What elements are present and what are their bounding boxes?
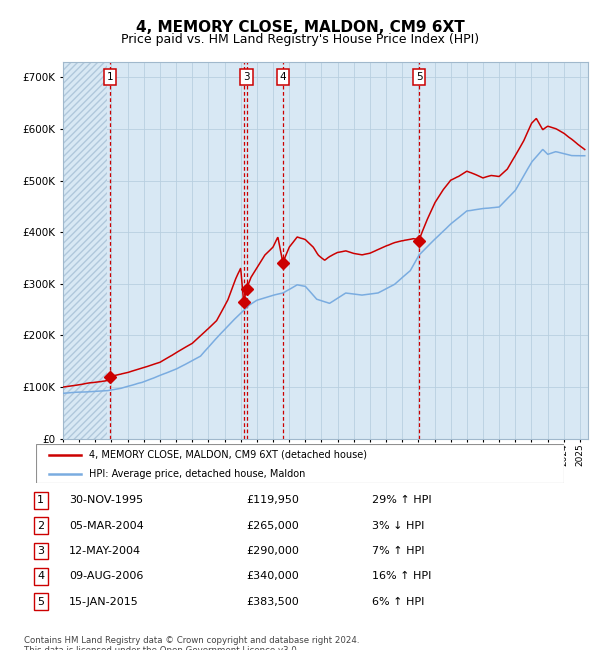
Text: Price paid vs. HM Land Registry's House Price Index (HPI): Price paid vs. HM Land Registry's House …: [121, 32, 479, 46]
Text: 12-MAY-2004: 12-MAY-2004: [69, 546, 141, 556]
Text: 5: 5: [416, 72, 422, 83]
Text: 3% ↓ HPI: 3% ↓ HPI: [372, 521, 424, 530]
Text: £290,000: £290,000: [246, 546, 299, 556]
Text: 7% ↑ HPI: 7% ↑ HPI: [372, 546, 425, 556]
Text: 4: 4: [37, 571, 44, 581]
Text: £340,000: £340,000: [246, 571, 299, 581]
Text: 4: 4: [280, 72, 286, 83]
Text: 4, MEMORY CLOSE, MALDON, CM9 6XT (detached house): 4, MEMORY CLOSE, MALDON, CM9 6XT (detach…: [89, 450, 367, 460]
Text: 3: 3: [244, 72, 250, 83]
Bar: [63, 62, 107, 439]
Text: 15-JAN-2015: 15-JAN-2015: [69, 597, 139, 606]
Text: 29% ↑ HPI: 29% ↑ HPI: [372, 495, 431, 505]
Text: Contains HM Land Registry data © Crown copyright and database right 2024.
This d: Contains HM Land Registry data © Crown c…: [24, 636, 359, 650]
Text: 30-NOV-1995: 30-NOV-1995: [69, 495, 143, 505]
Text: 05-MAR-2004: 05-MAR-2004: [69, 521, 144, 530]
Text: 3: 3: [37, 546, 44, 556]
Text: 4, MEMORY CLOSE, MALDON, CM9 6XT: 4, MEMORY CLOSE, MALDON, CM9 6XT: [136, 20, 464, 34]
Text: £265,000: £265,000: [246, 521, 299, 530]
FancyBboxPatch shape: [36, 444, 564, 483]
Text: HPI: Average price, detached house, Maldon: HPI: Average price, detached house, Mald…: [89, 469, 305, 478]
Text: 2: 2: [37, 521, 44, 530]
Text: 16% ↑ HPI: 16% ↑ HPI: [372, 571, 431, 581]
Text: 1: 1: [37, 495, 44, 505]
Text: £383,500: £383,500: [246, 597, 299, 606]
Text: 6% ↑ HPI: 6% ↑ HPI: [372, 597, 424, 606]
Text: 1: 1: [107, 72, 113, 83]
Text: £119,950: £119,950: [246, 495, 299, 505]
Text: 09-AUG-2006: 09-AUG-2006: [69, 571, 143, 581]
Text: 5: 5: [37, 597, 44, 606]
